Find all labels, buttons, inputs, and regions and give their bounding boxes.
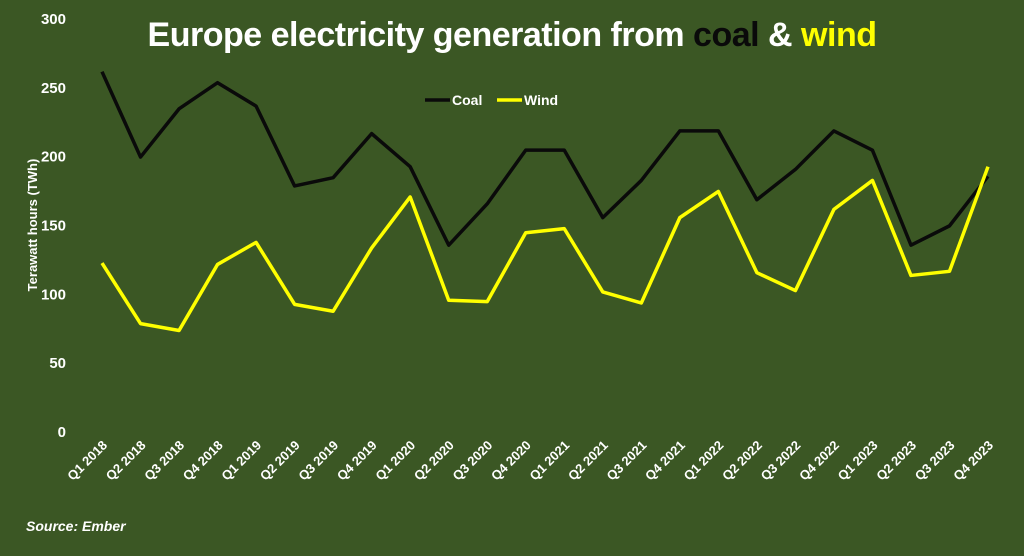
y-tick-label: 100: [41, 286, 66, 303]
x-tick-label: Q1 2019: [218, 438, 264, 484]
x-tick-label: Q2 2021: [565, 438, 611, 484]
title-wind-word: wind: [801, 16, 876, 54]
x-tick-label: Q2 2018: [103, 438, 149, 484]
source-note: Source: Ember: [26, 518, 126, 534]
legend-label-coal: Coal: [452, 92, 482, 108]
y-tick-label: 150: [41, 218, 66, 235]
y-tick-label: 50: [49, 355, 66, 372]
x-tick-label: Q1 2022: [681, 438, 727, 484]
x-tick-label: Q1 2020: [372, 438, 418, 484]
x-tick-label: Q3 2021: [604, 438, 650, 484]
x-tick-label: Q3 2019: [295, 438, 341, 484]
x-tick-label: Q1 2018: [64, 438, 110, 484]
x-tick-label: Q1 2021: [527, 438, 573, 484]
x-tick-label: Q3 2020: [449, 438, 495, 484]
x-tick-label: Q4 2023: [950, 438, 996, 484]
x-tick-label: Q2 2023: [873, 438, 919, 484]
x-tick-label: Q2 2020: [411, 438, 457, 484]
series-line-wind: [102, 167, 988, 331]
x-tick-label: Q4 2021: [642, 438, 688, 484]
legend-label-wind: Wind: [524, 92, 558, 108]
x-tick-label: Q3 2023: [912, 438, 958, 484]
x-tick-label: Q3 2018: [141, 438, 187, 484]
x-tick-label: Q4 2019: [334, 438, 380, 484]
y-tick-label: 0: [58, 424, 66, 441]
y-axis-label: Terawatt hours (TWh): [25, 159, 40, 292]
x-tick-label: Q2 2019: [257, 438, 303, 484]
y-tick-label: 250: [41, 80, 66, 97]
y-tick-label: 200: [41, 149, 66, 166]
x-tick-label: Q1 2023: [835, 438, 881, 484]
title-coal-word: coal: [693, 16, 759, 54]
x-tick-label: Q4 2020: [488, 438, 534, 484]
chart-title: Europe electricity generation from coal …: [0, 16, 1024, 55]
x-tick-label: Q3 2022: [758, 438, 804, 484]
x-tick-label: Q4 2018: [180, 438, 226, 484]
x-tick-label: Q4 2022: [796, 438, 842, 484]
x-tick-label: Q2 2022: [719, 438, 765, 484]
